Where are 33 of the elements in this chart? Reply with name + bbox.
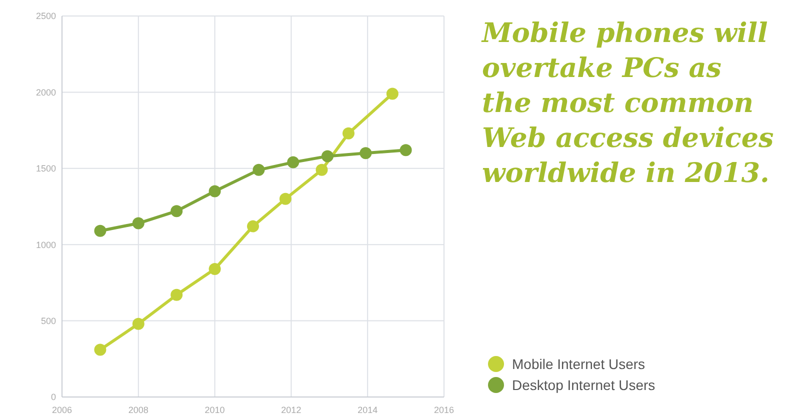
point [94, 344, 106, 356]
y-tick-label: 2000 [36, 87, 56, 98]
legend-label: Desktop Internet Users [512, 376, 656, 393]
point [360, 147, 372, 160]
point [94, 224, 106, 237]
x-tick-label: 2014 [358, 405, 378, 415]
point [386, 88, 398, 100]
point [170, 205, 183, 218]
y-tick-label: 1000 [36, 240, 56, 250]
point [400, 144, 412, 156]
point [252, 164, 265, 176]
point [321, 150, 334, 162]
point [132, 217, 144, 230]
point [279, 192, 292, 205]
x-tick-label: 2008 [128, 405, 148, 415]
x-tick-label: 2016 [434, 405, 454, 415]
point [316, 164, 328, 176]
x-tick-label: 2006 [52, 405, 72, 415]
point [287, 156, 300, 168]
point [208, 185, 221, 198]
point [208, 262, 221, 275]
point [132, 318, 144, 330]
x-tick-label: 2012 [281, 405, 302, 415]
point [247, 220, 259, 232]
y-tick-label: 0 [50, 392, 56, 402]
y-tick-label: 1500 [36, 164, 56, 174]
point [342, 127, 354, 140]
y-tick-label: 2500 [36, 11, 56, 22]
text: Mobile phones will overtake PCs as the most common Web access devices worldwide in 2013. [481, 18, 774, 189]
y-tick-label: 500 [40, 316, 56, 326]
x-tick-label: 2010 [204, 405, 225, 415]
legend-label: Mobile Internet Users [512, 356, 646, 372]
point [170, 288, 183, 301]
